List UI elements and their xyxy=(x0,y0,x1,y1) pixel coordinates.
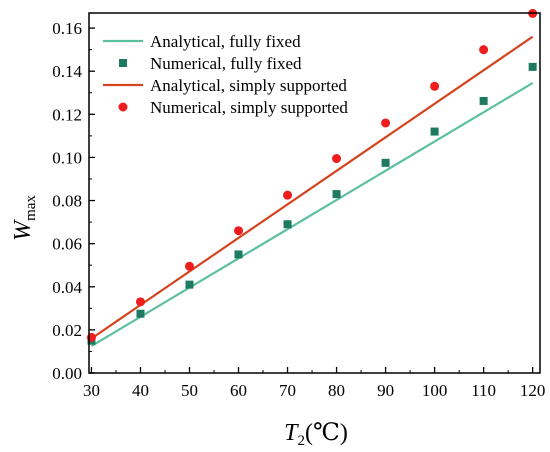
x-tick-label: 40 xyxy=(132,381,149,400)
y-tick-label: 0.10 xyxy=(52,148,82,167)
axes-layer: 30 40 50 60 70 80 90 100 110 120 0.00 0.02 0.04 0.06 0… xyxy=(52,12,546,400)
data-point-circle xyxy=(479,45,489,55)
legend-item: Analytical, fully fixed xyxy=(103,32,301,51)
y-tick-label: 0.06 xyxy=(52,235,82,254)
data-point-circle xyxy=(184,261,194,271)
x-tick-label: 70 xyxy=(279,381,296,400)
data-point-square xyxy=(479,96,488,105)
plot-frame xyxy=(88,12,541,374)
data-point-square xyxy=(234,250,243,259)
legend-item: Numerical, simply supported xyxy=(118,98,348,117)
x-tick-label: 30 xyxy=(83,381,100,400)
x-tick-label: 90 xyxy=(377,381,394,400)
data-point-circle xyxy=(381,118,391,128)
data-point-circle xyxy=(332,154,342,164)
legend-item: Analytical, simply supported xyxy=(103,76,347,95)
x-tick-label: 110 xyxy=(471,381,496,400)
y-tick-label: 0.08 xyxy=(52,192,82,211)
series-line-2 xyxy=(90,35,534,340)
legend-square-swatch xyxy=(119,59,127,67)
y-tick-label: 0.02 xyxy=(52,321,82,340)
y-axis-title: Wmax xyxy=(10,195,39,241)
legend-label: Numerical, simply supported xyxy=(150,98,348,117)
x-axis-title: T2(℃) xyxy=(284,420,348,449)
data-point-square xyxy=(136,309,145,318)
y-tick-label: 0.12 xyxy=(52,105,82,124)
data-point-circle xyxy=(283,190,293,200)
data-point-square xyxy=(185,280,194,289)
y-tick-label: 0.14 xyxy=(52,62,82,81)
data-point-circle xyxy=(234,226,244,236)
legend-circle-swatch xyxy=(118,102,128,112)
data-point-square xyxy=(381,158,390,167)
legend-label: Numerical, fully fixed xyxy=(150,54,302,73)
x-tick-label: 120 xyxy=(520,381,546,400)
plot-layer xyxy=(86,8,538,347)
x-tick-label: 60 xyxy=(230,381,247,400)
legend: Analytical, fully fixed Numerical, fully … xyxy=(103,32,348,117)
data-point-square xyxy=(283,220,292,229)
y-tick-label: 0.16 xyxy=(52,19,82,38)
x-tick-label: 50 xyxy=(181,381,198,400)
series-line-0 xyxy=(90,82,534,347)
data-point-square xyxy=(430,127,439,136)
legend-item: Numerical, fully fixed xyxy=(119,54,302,73)
y-tick-label: 0.00 xyxy=(52,364,82,383)
data-point-circle xyxy=(430,81,440,91)
legend-label: Analytical, simply supported xyxy=(150,76,347,95)
legend-label: Analytical, fully fixed xyxy=(150,32,301,51)
y-tick-label: 0.04 xyxy=(52,278,82,297)
x-tick-label: 80 xyxy=(328,381,345,400)
data-point-square xyxy=(332,190,341,199)
x-tick-label: 100 xyxy=(422,381,448,400)
data-point-square xyxy=(528,62,537,71)
data-point-circle xyxy=(135,297,145,307)
